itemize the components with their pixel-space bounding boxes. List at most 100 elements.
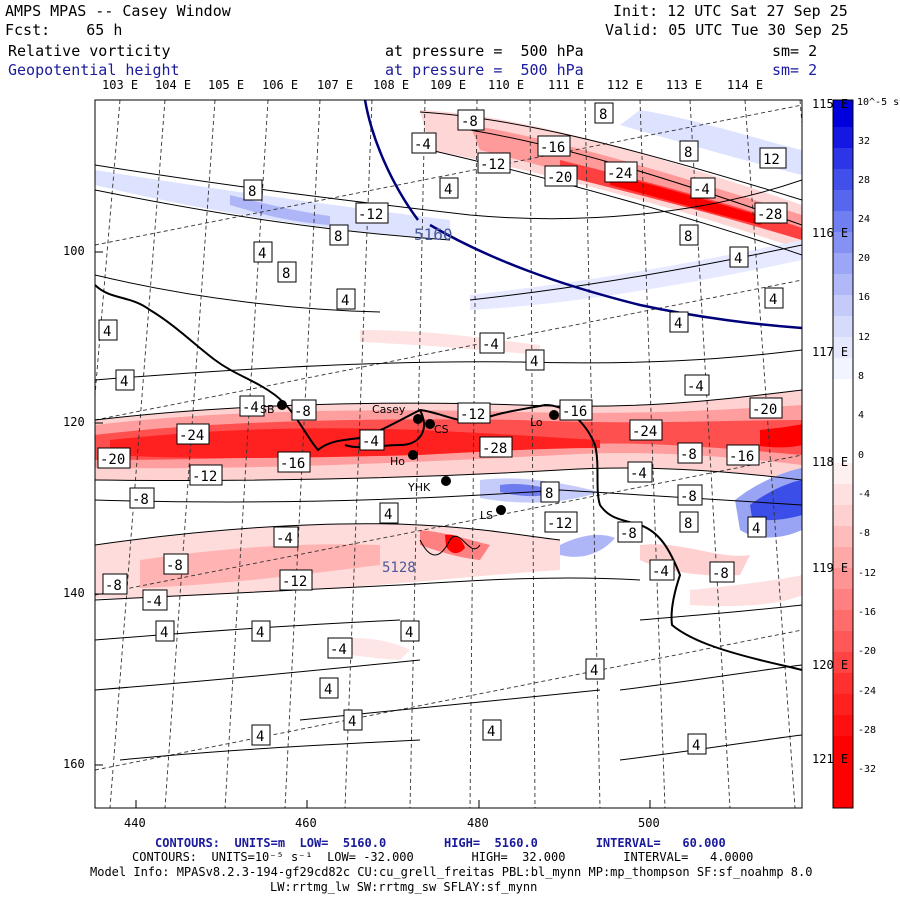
contour-label-box: 4	[482, 719, 502, 741]
contour-label-box: -4	[273, 526, 299, 548]
contour-label: -16	[280, 456, 305, 472]
contour-label: -16	[540, 140, 565, 156]
contour-label: 4	[256, 625, 264, 641]
contour-label: -8	[105, 578, 122, 594]
contour-label-box: -8	[163, 553, 189, 575]
contour-label: -8	[620, 526, 637, 542]
contour-label: 4	[674, 316, 682, 332]
contour-label: 8	[248, 184, 256, 200]
colorbar-label: 32	[858, 136, 871, 147]
colorbar-label: 24	[858, 214, 871, 225]
contour-label-box: -12	[457, 402, 491, 424]
vorticity-contours	[95, 111, 802, 761]
contour-label-box: -8	[102, 573, 128, 595]
contour-label: -4	[414, 137, 431, 153]
y-tick-label: 140	[63, 586, 85, 600]
lon-label: 116 E	[812, 226, 849, 240]
x-tick-label: 460	[295, 816, 317, 830]
contour-label: 4	[258, 246, 266, 262]
y-tick-label: 100	[63, 244, 85, 258]
forecast-hour: Fcst: 65 h	[5, 21, 123, 39]
contour-label-box: 4	[379, 502, 399, 524]
contour-label-box: -8	[617, 521, 643, 543]
y-tick-label: 160	[63, 757, 85, 771]
contour-label: -20	[752, 402, 777, 418]
contour-label: 4	[324, 682, 332, 698]
lon-label: 109 E	[430, 78, 467, 92]
lon-label: 119 E	[812, 561, 849, 575]
contour-label-box: -12	[544, 511, 578, 533]
station-label: SB	[260, 403, 275, 416]
station-marker	[441, 476, 451, 486]
contour-label: -4	[687, 379, 704, 395]
contour-label: 4	[530, 354, 538, 370]
contour-label-box: -20	[749, 397, 783, 419]
contour-label-box: -16	[537, 135, 571, 157]
contour-label: -16	[729, 449, 754, 465]
field1-name: Relative vorticity	[8, 42, 171, 60]
lon-label: 108 E	[373, 78, 410, 92]
contour-label-box: 12	[759, 147, 787, 169]
field1-sm: sm= 2	[772, 42, 818, 60]
colorbar-label: -16	[858, 607, 877, 618]
contour-label-box: 8	[243, 179, 263, 201]
contour-label: 4	[256, 729, 264, 745]
contour-label: -24	[607, 166, 632, 182]
colorbar-label: -28	[858, 725, 877, 736]
lon-label: 114 E	[727, 78, 764, 92]
contour-label-box: -4	[142, 589, 168, 611]
lon-label: 106 E	[262, 78, 299, 92]
contour-label: -28	[482, 441, 507, 457]
contour-label: 4	[405, 625, 413, 641]
contour-label: 4	[444, 182, 452, 198]
contour-label: -12	[480, 157, 505, 173]
contour-label: 4	[590, 663, 598, 679]
contour-label: 4	[160, 625, 168, 641]
contour-label: 4	[487, 724, 495, 740]
x-tick-label: 440	[124, 816, 146, 830]
contour-label-box: 8	[679, 511, 699, 533]
contour-label-box: -12	[279, 569, 313, 591]
contour-label: 4	[120, 374, 128, 390]
contour-labels: 8 -8 -4 -16 -12 8 12 8 -20 -24 -4 -28 4 …	[97, 102, 788, 755]
contour-label-box: -4	[239, 395, 265, 417]
colorbar-label: 12	[858, 332, 871, 343]
contour-label-box: 4	[251, 620, 271, 642]
contour-label: 4	[348, 714, 356, 730]
station-label: Casey	[372, 403, 406, 416]
contour-label: -12	[547, 516, 572, 532]
contour-label-box: -4	[627, 461, 653, 483]
contour-label-box: 4	[439, 177, 459, 199]
lon-label: 111 E	[548, 78, 585, 92]
contour-label-box: -4	[359, 429, 385, 451]
colorbar-label: 28	[858, 175, 871, 186]
contour-label-box: -28	[754, 202, 788, 224]
contour-label-box: -4	[690, 177, 716, 199]
contour-label: -12	[358, 207, 383, 223]
contour-label: -8	[680, 447, 697, 463]
contour-label-box: -8	[291, 399, 317, 421]
contour-label: 8	[684, 229, 692, 245]
contour-label-box: 4	[669, 311, 689, 333]
lon-label: 104 E	[155, 78, 192, 92]
contour-label-box: -12	[477, 152, 511, 174]
contour-label: 8	[684, 516, 692, 532]
contour-label-box: -8	[677, 442, 703, 464]
contour-label: -4	[242, 400, 259, 416]
contour-label: -8	[461, 114, 478, 130]
contour-label-box: 4	[687, 733, 707, 755]
colorbar-label: 16	[858, 292, 871, 303]
station-marker	[413, 414, 423, 424]
contour-label: -24	[179, 428, 204, 444]
colorbar-label: -12	[858, 568, 877, 579]
contour-label-box: 8	[594, 102, 614, 124]
colorbar-label: -32	[858, 764, 877, 775]
contour-label-box: -12	[355, 202, 389, 224]
colorbar-unit: 10^-5 s^-1	[857, 97, 900, 108]
contour-label: 12	[763, 152, 780, 168]
station-marker	[549, 410, 559, 420]
x-tick-label: 480	[467, 816, 489, 830]
plot-title: AMPS MPAS -- Casey Window	[5, 2, 231, 20]
contour-label: -4	[145, 594, 162, 610]
contour-label: -4	[276, 531, 293, 547]
